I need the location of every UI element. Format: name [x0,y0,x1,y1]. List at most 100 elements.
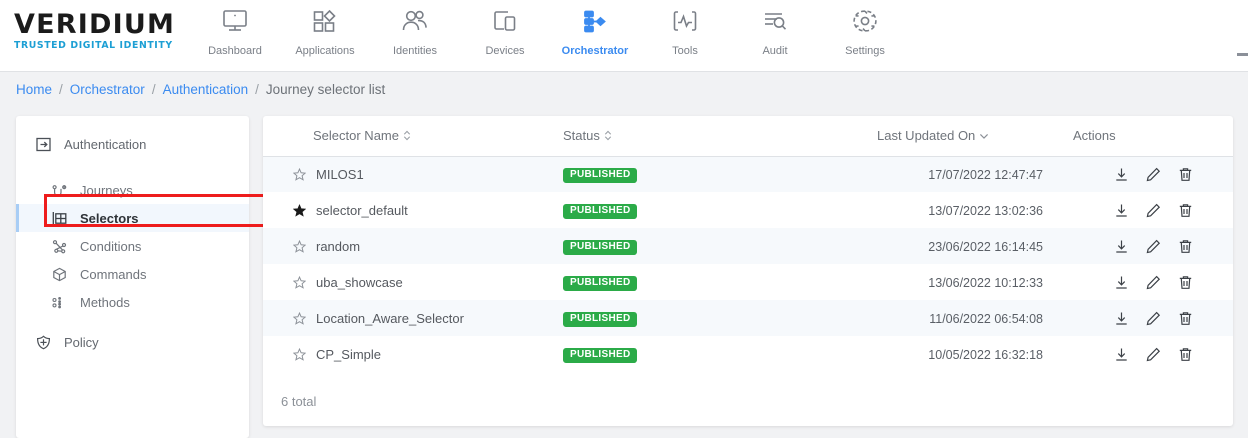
main-nav: Dashboard Applications [190,0,910,57]
table-row[interactable]: uba_showcase PUBLISHED 13/06/2022 10:12:… [263,264,1233,300]
trash-icon[interactable] [1177,310,1193,326]
top-bar: VERIDIUM TRUSTED DIGITAL IDENTITY Dashbo… [0,0,1248,72]
pencil-icon[interactable] [1145,274,1161,290]
status-badge: PUBLISHED [563,240,638,255]
login-arrow-icon [36,137,56,152]
trash-icon[interactable] [1177,202,1193,218]
sidebar: Authentication Journeys [16,116,269,438]
devices-icon [492,6,518,36]
pencil-icon[interactable] [1145,346,1161,362]
sidebar-group-authentication[interactable]: Authentication [16,130,249,158]
sidebar-spacer [16,316,249,328]
nav-item-settings[interactable]: Settings [820,6,910,57]
breadcrumb-item-authentication[interactable]: Authentication [162,81,249,97]
cell-actions [1073,192,1233,228]
breadcrumb-separator: / [255,81,259,97]
sidebar-item-journeys[interactable]: Journeys [16,176,249,204]
cell-selector-name: Location_Aware_Selector [263,300,563,336]
column-label: Status [563,128,600,144]
cell-status: PUBLISHED [563,192,843,228]
pencil-icon[interactable] [1145,238,1161,254]
table-row[interactable]: MILOS1 PUBLISHED 17/07/2022 12:47:47 [263,156,1233,192]
last-updated-text: 17/07/2022 12:47:47 [928,167,1043,182]
nav-label: Tools [672,45,698,57]
column-header-actions: Actions [1073,116,1233,157]
cell-last-updated: 23/06/2022 16:14:45 [843,228,1073,264]
tools-pulse-icon [672,6,698,36]
selector-name-text: Location_Aware_Selector [316,310,464,326]
last-updated-text: 11/06/2022 06:54:08 [929,311,1043,326]
table-header-row: Selector Name Status [263,116,1233,157]
nav-label: Settings [845,45,885,57]
sort-updown-icon[interactable] [403,130,411,141]
download-icon[interactable] [1113,274,1129,290]
sidebar-item-label: Journeys [80,182,133,198]
last-updated-text: 13/07/2022 13:02:36 [928,203,1043,218]
breadcrumb-separator: / [151,81,156,97]
cell-actions [1073,228,1233,264]
favorite-star-outline-icon[interactable] [293,347,306,361]
cell-actions [1073,300,1233,336]
trash-icon[interactable] [1177,238,1193,254]
pencil-icon[interactable] [1145,310,1161,326]
table-row[interactable]: Location_Aware_Selector PUBLISHED 11/06/… [263,300,1233,336]
cell-selector-name: MILOS1 [263,156,563,192]
total-count-label: 6 total [281,394,317,409]
breadcrumb-item-home[interactable]: Home [16,81,53,97]
column-header-status[interactable]: Status [563,116,843,157]
sidebar-item-label: Conditions [80,238,142,254]
table-row[interactable]: CP_Simple PUBLISHED 10/05/2022 16:32:18 [263,336,1233,372]
selector-name-text: random [316,238,361,254]
sidebar-item-selectors[interactable]: Selectors [16,204,249,232]
sidebar-item-commands[interactable]: Commands [16,260,249,288]
download-icon[interactable] [1113,166,1129,182]
column-header-selector-name[interactable]: Selector Name [263,116,563,157]
trash-icon[interactable] [1177,166,1193,182]
favorite-star-outline-icon[interactable] [293,239,306,253]
sort-updown-icon[interactable] [604,130,612,141]
nav-item-audit[interactable]: Audit [730,6,820,57]
selectors-grid-icon [52,211,72,226]
breadcrumb: Home / Orchestrator / Authentication / J… [0,72,1248,106]
favorite-star-outline-icon[interactable] [293,275,306,289]
nav-item-applications[interactable]: Applications [280,6,370,57]
favorite-star-outline-icon[interactable] [293,167,306,181]
nav-item-orchestrator[interactable]: Orchestrator [550,6,640,57]
nav-item-devices[interactable]: Devices [460,6,550,57]
download-icon[interactable] [1113,310,1129,326]
pencil-icon[interactable] [1145,202,1161,218]
cell-selector-name: CP_Simple [263,336,563,372]
download-icon[interactable] [1113,238,1129,254]
chevron-down-icon[interactable] [979,132,989,140]
sidebar-item-conditions[interactable]: Conditions [16,232,249,260]
sidebar-item-methods[interactable]: Methods [16,288,249,316]
nav-item-dashboard[interactable]: Dashboard [190,6,280,57]
favorite-star-filled-icon[interactable] [293,203,306,217]
nav-label: Dashboard [208,45,262,57]
table-row[interactable]: selector_default PUBLISHED 13/07/2022 13… [263,192,1233,228]
favorite-star-outline-icon[interactable] [293,311,306,325]
cube-icon [52,267,72,282]
sidebar-group-policy[interactable]: Policy [16,328,249,356]
audit-search-icon [762,6,788,36]
apps-grid-icon [312,6,338,36]
nav-label: Orchestrator [561,45,629,57]
trash-icon[interactable] [1177,346,1193,362]
collapse-handle[interactable] [1237,53,1248,56]
nav-label: Applications [295,45,355,57]
breadcrumb-separator: / [59,81,63,97]
nav-item-tools[interactable]: Tools [640,6,730,57]
pencil-icon[interactable] [1145,166,1161,182]
cell-last-updated: 11/06/2022 06:54:08 [843,300,1073,336]
monitor-icon [222,6,248,36]
brand-logo[interactable]: VERIDIUM TRUSTED DIGITAL IDENTITY [0,0,176,51]
download-icon[interactable] [1113,202,1129,218]
column-header-last-updated-on[interactable]: Last Updated On [843,116,1073,157]
download-icon[interactable] [1113,346,1129,362]
cell-last-updated: 10/05/2022 16:32:18 [843,336,1073,372]
breadcrumb-item-orchestrator[interactable]: Orchestrator [69,81,145,97]
cell-last-updated: 13/06/2022 10:12:33 [843,264,1073,300]
table-row[interactable]: random PUBLISHED 23/06/2022 16:14:45 [263,228,1233,264]
trash-icon[interactable] [1177,274,1193,290]
nav-item-identities[interactable]: Identities [370,6,460,57]
